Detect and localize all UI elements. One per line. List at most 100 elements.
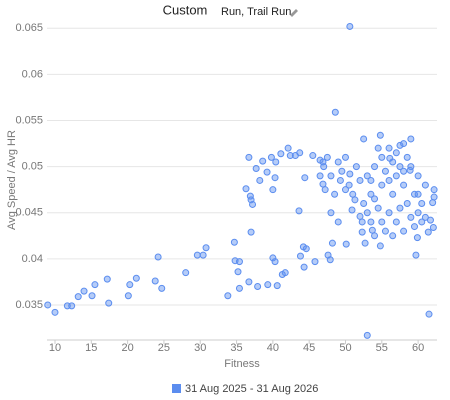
point xyxy=(389,232,397,240)
chart-subtitle[interactable]: Run, Trail Run xyxy=(221,6,291,18)
point xyxy=(256,176,264,184)
point xyxy=(302,245,310,253)
point xyxy=(323,153,331,161)
point xyxy=(421,213,429,221)
point xyxy=(363,331,371,339)
point xyxy=(400,167,408,175)
point xyxy=(273,282,281,290)
point xyxy=(349,190,357,198)
point xyxy=(286,152,294,160)
point xyxy=(234,268,242,276)
point xyxy=(230,238,238,246)
point xyxy=(429,223,437,231)
point xyxy=(403,200,411,208)
point xyxy=(51,308,59,316)
point xyxy=(245,278,253,286)
point xyxy=(414,209,422,217)
legend-label: 31 Aug 2025 - 31 Aug 2026 xyxy=(185,383,318,395)
point xyxy=(430,186,438,194)
point xyxy=(418,218,426,226)
point xyxy=(413,234,421,242)
point xyxy=(396,141,404,149)
point xyxy=(252,164,260,172)
point xyxy=(378,218,386,226)
x-tick-label: 25 xyxy=(158,342,170,354)
point xyxy=(281,269,289,277)
point xyxy=(151,277,159,285)
point xyxy=(396,204,404,212)
point xyxy=(400,140,408,148)
point xyxy=(126,281,134,289)
point xyxy=(154,253,162,261)
x-tick-label: 40 xyxy=(267,342,279,354)
point xyxy=(392,218,400,226)
point xyxy=(284,144,292,152)
point xyxy=(80,287,88,295)
point xyxy=(267,153,275,161)
edit-icon[interactable] xyxy=(290,9,298,17)
legend-swatch xyxy=(172,384,181,393)
point xyxy=(296,149,304,157)
point xyxy=(132,274,140,282)
point xyxy=(316,172,324,180)
point xyxy=(272,158,280,166)
point xyxy=(361,239,369,247)
point xyxy=(358,218,366,226)
point xyxy=(334,158,342,166)
point xyxy=(425,310,433,318)
point xyxy=(371,195,379,203)
point xyxy=(331,190,339,198)
point xyxy=(346,22,354,30)
point xyxy=(414,190,422,198)
point xyxy=(269,186,277,194)
point xyxy=(74,293,82,301)
y-tick-label: 0.045 xyxy=(15,207,43,219)
x-tick-label: 55 xyxy=(376,342,388,354)
y-tick-label: 0.055 xyxy=(15,114,43,126)
point xyxy=(392,149,400,157)
point xyxy=(342,240,350,248)
point xyxy=(341,153,349,161)
point xyxy=(105,299,113,307)
point xyxy=(430,193,438,201)
point xyxy=(360,135,368,143)
point xyxy=(360,200,368,208)
point xyxy=(400,227,408,235)
x-tick-label: 35 xyxy=(230,342,242,354)
point xyxy=(374,204,382,212)
point xyxy=(245,153,253,161)
point xyxy=(414,172,422,180)
point xyxy=(124,292,132,300)
point xyxy=(345,181,353,189)
point xyxy=(421,181,429,189)
point xyxy=(327,209,335,217)
point xyxy=(371,232,379,240)
point xyxy=(327,172,335,180)
point xyxy=(300,263,308,271)
point xyxy=(367,190,375,198)
point xyxy=(358,228,366,236)
point xyxy=(418,200,426,208)
point xyxy=(410,223,418,231)
point xyxy=(385,144,393,152)
point xyxy=(235,284,243,292)
point xyxy=(338,167,346,175)
point xyxy=(247,228,255,236)
point xyxy=(254,283,262,291)
point xyxy=(182,269,190,277)
point xyxy=(242,185,250,193)
point xyxy=(376,242,384,250)
point xyxy=(193,251,201,259)
point xyxy=(158,284,166,292)
point xyxy=(346,170,354,178)
point xyxy=(356,176,364,184)
point xyxy=(400,181,408,189)
chart-title: Custom xyxy=(163,2,208,17)
point xyxy=(341,186,349,194)
point xyxy=(311,258,319,266)
point xyxy=(68,302,76,310)
point xyxy=(371,163,379,171)
point xyxy=(378,153,386,161)
y-tick-label: 0.065 xyxy=(15,22,43,34)
